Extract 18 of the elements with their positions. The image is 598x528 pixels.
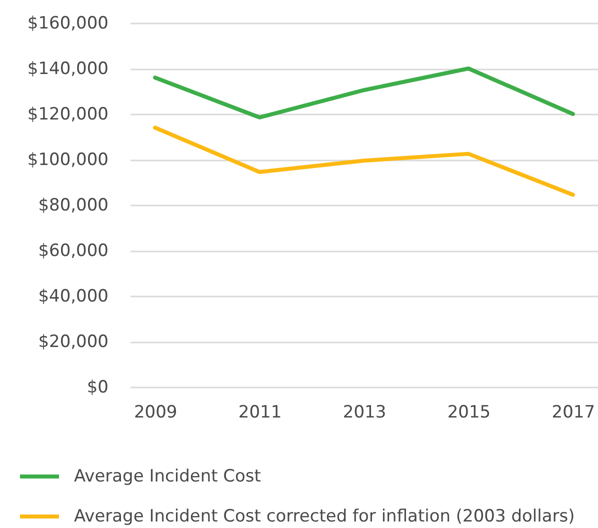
x-tick-label: 2013 bbox=[342, 402, 386, 422]
y-tick-label: $0 bbox=[86, 378, 108, 398]
line-series bbox=[153, 126, 575, 197]
x-tick-label: 2011 bbox=[238, 402, 282, 422]
y-tick-label: $140,000 bbox=[27, 59, 108, 79]
x-tick-label: 2009 bbox=[134, 402, 178, 422]
y-tick-label: $100,000 bbox=[27, 150, 108, 170]
y-tick-label: $120,000 bbox=[27, 104, 108, 124]
y-tick-label: $20,000 bbox=[38, 332, 108, 352]
legend-label: Average Incident Cost bbox=[74, 466, 262, 486]
line-series bbox=[153, 66, 575, 120]
y-tick-label: $80,000 bbox=[38, 196, 108, 216]
legend-label: Average Incident Cost corrected for inflation (2003 dollars) bbox=[74, 506, 575, 526]
y-tick-label: $160,000 bbox=[27, 14, 108, 34]
x-tick-label: 2017 bbox=[552, 402, 596, 422]
y-tick-label: $40,000 bbox=[38, 286, 108, 306]
y-tick-label: $60,000 bbox=[38, 241, 108, 261]
x-tick-label: 2015 bbox=[447, 402, 491, 422]
